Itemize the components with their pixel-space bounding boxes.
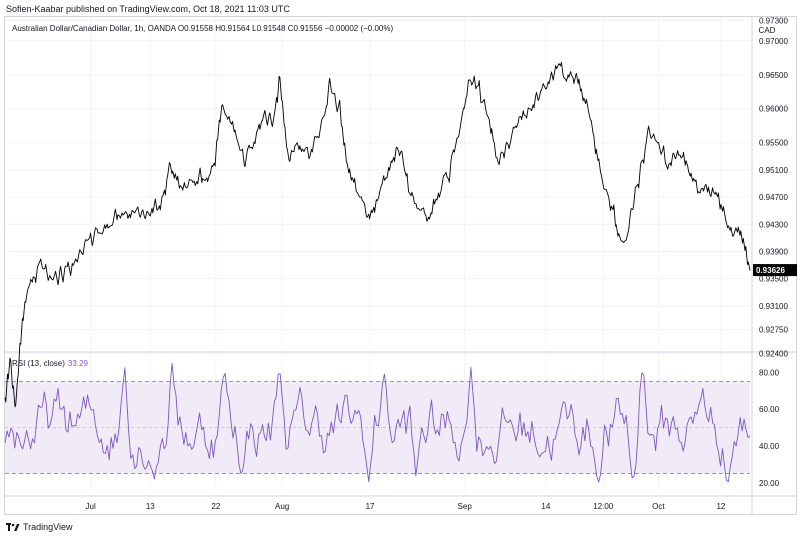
symbol-legend: Australian Dollar/Canadian Dollar, 1h, O… — [12, 24, 394, 33]
time-tick-label: Jul — [86, 502, 96, 511]
rsi-legend-value: 33.29 — [67, 359, 88, 368]
time-tick-label: 22 — [211, 502, 220, 511]
price-tick-label: 0.92400 — [759, 349, 788, 358]
price-tick-label: 0.96500 — [759, 71, 788, 80]
time-tick-label: 14 — [541, 502, 550, 511]
time-tick-label: Aug — [275, 502, 289, 511]
price-tick-label: 0.97000 — [759, 37, 788, 46]
price-tick-label: 0.95500 — [759, 139, 788, 148]
rsi-tick-label: 20.00 — [759, 479, 780, 488]
time-tick-label: 12 — [716, 502, 725, 511]
price-tick-label: 0.97300 — [759, 16, 788, 25]
time-tick-label: 17 — [366, 502, 375, 511]
rsi-legend: RSI (13, close) 33.29 — [12, 359, 88, 368]
time-tick-label: 12:00 — [593, 502, 614, 511]
publish-line: Sofien-Kaabar published on TradingView.c… — [6, 4, 290, 14]
price-tick-label: 0.93500 — [759, 275, 788, 284]
last-price-label: 0.93626 — [756, 266, 785, 275]
tradingview-logo-icon — [6, 522, 20, 532]
price-tick-label: 0.94300 — [759, 220, 788, 229]
price-tick-label: 0.93900 — [759, 247, 788, 256]
price-tick-label: 0.95100 — [759, 166, 788, 175]
time-tick-label: Oct — [652, 502, 665, 511]
last-price-tag — [753, 264, 797, 277]
time-tick-label: Sep — [458, 502, 473, 511]
rsi-tick-label: 80.00 — [759, 368, 780, 377]
rsi-tick-label: 60.00 — [759, 405, 780, 414]
price-tick-label: 0.92750 — [759, 326, 788, 335]
footer[interactable]: TradingView — [6, 522, 73, 532]
rsi-tick-label: 40.00 — [759, 442, 780, 451]
price-tick-label: 0.93100 — [759, 302, 788, 311]
price-series-line — [4, 61, 751, 408]
rsi-series-layer — [4, 363, 751, 483]
axis-layer: 0.97300 0.97000 0.96500 0.96000 0.95500 0.951… — [86, 16, 797, 511]
rsi-band-layer — [5, 381, 750, 474]
price-tick-label: 0.96000 — [759, 105, 788, 114]
time-tick-label: 13 — [146, 502, 155, 511]
rsi-series-line — [4, 363, 751, 483]
price-tick-label: 0.94700 — [759, 193, 788, 202]
footer-brand: TradingView — [23, 522, 73, 532]
currency-label: CAD — [759, 26, 776, 35]
rsi-legend-label: RSI (13, close) — [12, 359, 65, 368]
price-series-layer — [4, 61, 751, 408]
